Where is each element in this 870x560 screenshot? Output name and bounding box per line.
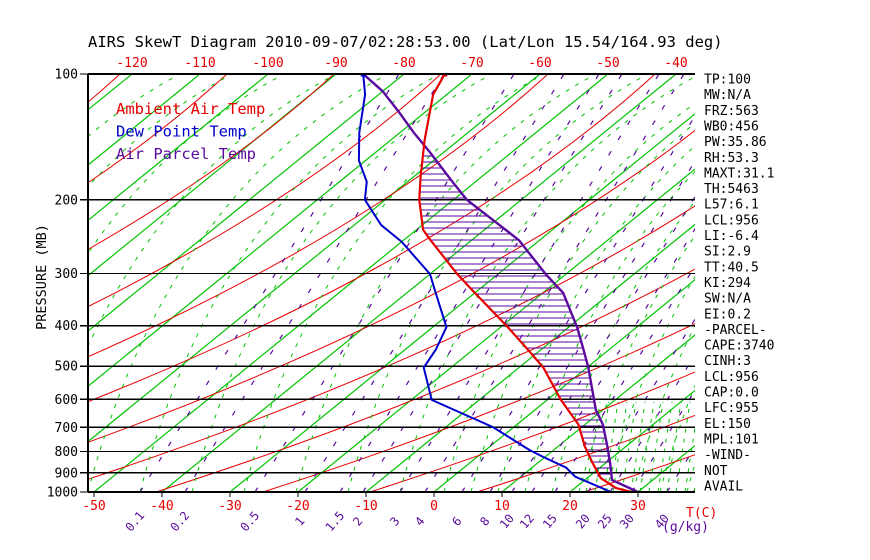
readout-line-18: CAPE:3740 [704,339,774,354]
dry-adiabat-line [369,371,695,492]
dry-adiabat-line [88,74,549,358]
top-temp-label: -90 [324,56,347,71]
pressure-tick-label: 600 [55,393,78,408]
cape-hatch-region [420,155,612,475]
ambient-air-temp-curve [418,74,633,494]
dry-adiabat-line [88,205,695,480]
readout-line-22: LFC:955 [704,401,759,416]
air-parcel-temp-curve [362,74,640,494]
dry-adiabat-line [88,74,335,251]
legend-item-1: Ambient Air Temp [116,100,265,118]
top-temp-label: -100 [252,56,283,71]
top-temp-label: -40 [664,56,687,71]
dry-adiabat-line [476,414,695,492]
legend-item-3: Air Parcel Temp [116,145,256,163]
bottom-temp-label: 0 [430,499,438,514]
mixing-ratio-unit-label: (g/kg) [662,520,709,535]
readout-line-5: PW:35.86 [704,135,767,150]
readout-line-6: RH:53.3 [704,151,759,166]
pressure-tick-label: 400 [55,319,78,334]
readout-line-9: L57:6.1 [704,198,759,213]
readout-line-7: MAXT:31.1 [704,166,774,181]
dry-adiabat-line [88,74,228,184]
isotherm-line [88,74,269,222]
readout-line-14: KI:294 [704,276,751,291]
isotherm-line [229,113,695,492]
readout-line-24: MPL:101 [704,432,759,447]
readout-line-23: EL:150 [704,417,751,432]
top-temp-label: -50 [596,56,619,71]
temp-unit-label: T(C) [686,506,717,521]
top-temp-label: -120 [116,56,147,71]
pressure-tick-label: 900 [55,466,78,481]
chart-title: AIRS SkewT Diagram 2010-09-07/02:28:53.0… [88,33,723,51]
isotherm-line [501,334,695,492]
readout-line-27: AVAIL [704,479,743,494]
isotherm-line [88,74,201,166]
pressure-tick-label: 100 [55,68,78,83]
top-temp-label: -110 [184,56,215,71]
pressure-tick-label: 300 [55,267,78,282]
bottom-temp-label: -40 [150,499,173,514]
isotherm-line [93,74,609,492]
readout-line-16: EI:0.2 [704,307,751,322]
dry-adiabat-line [88,129,695,443]
readout-line-13: TT:40.5 [704,260,759,275]
bottom-temp-label: 30 [630,499,646,514]
background-lines [88,74,695,492]
dry-adiabat-line [262,323,695,492]
pressure-tick-label: 1000 [47,486,78,501]
sounding-curves [357,74,640,494]
readout-line-21: CAP:0.0 [704,386,759,401]
pressure-axis-title: PRESSURE (MB) [34,224,50,330]
pressure-tick-label: 200 [55,193,78,208]
isotherm-line [88,74,405,332]
axes-frame [80,73,695,497]
dew-point-temp-curve [357,74,612,493]
readout-line-26: NOT [704,464,728,479]
readout-line-2: MW:N/A [704,88,751,103]
dewpoint-top-marker [360,74,366,77]
readout-line-4: WB0:456 [704,119,759,134]
isotherm-line [88,74,541,443]
readout-line-12: SI:2.9 [704,245,751,260]
top-temp-label: -80 [392,56,415,71]
bottom-temp-label: -30 [218,499,241,514]
dry-adiabat-line [88,74,656,403]
isotherm-line [569,389,695,492]
top-temp-label: -60 [528,56,551,71]
bottom-temp-label: 20 [562,499,578,514]
pressure-tick-label: 500 [55,360,78,375]
isotherm-line [433,278,695,492]
isotherm-line [88,74,473,388]
bottom-temp-label: -20 [286,499,309,514]
bottom-temp-label: -10 [354,499,377,514]
readout-line-15: SW:N/A [704,292,751,307]
readout-line-25: -WIND- [704,448,751,463]
readout-line-11: LI:-6.4 [704,229,759,244]
readout-line-20: LCL:956 [704,370,759,385]
pressure-tick-label: 800 [55,445,78,460]
readout-line-3: FRZ:563 [704,104,759,119]
readout-line-1: TP:100 [704,73,751,88]
pressure-tick-label: 700 [55,421,78,436]
readout-line-8: TH:5463 [704,182,759,197]
readout-line-19: CINH:3 [704,354,751,369]
bottom-temp-label: -50 [82,499,105,514]
bottom-temp-label: 10 [494,499,510,514]
readout-line-10: LCL:956 [704,213,759,228]
ambient-top-marker [442,74,448,77]
legend-item-2: Dew Point Temp [116,123,247,141]
top-temp-label: -70 [460,56,483,71]
isotherm-line [365,223,695,492]
readout-line-17: -PARCEL- [704,323,767,338]
